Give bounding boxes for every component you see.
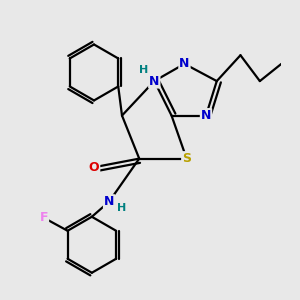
Text: H: H	[117, 203, 127, 213]
Text: H: H	[139, 65, 148, 75]
Text: N: N	[104, 195, 114, 208]
Text: N: N	[201, 109, 211, 122]
Text: O: O	[89, 161, 99, 174]
Text: S: S	[182, 152, 191, 165]
Text: N: N	[179, 57, 190, 70]
Text: F: F	[40, 211, 48, 224]
Text: N: N	[149, 75, 160, 88]
